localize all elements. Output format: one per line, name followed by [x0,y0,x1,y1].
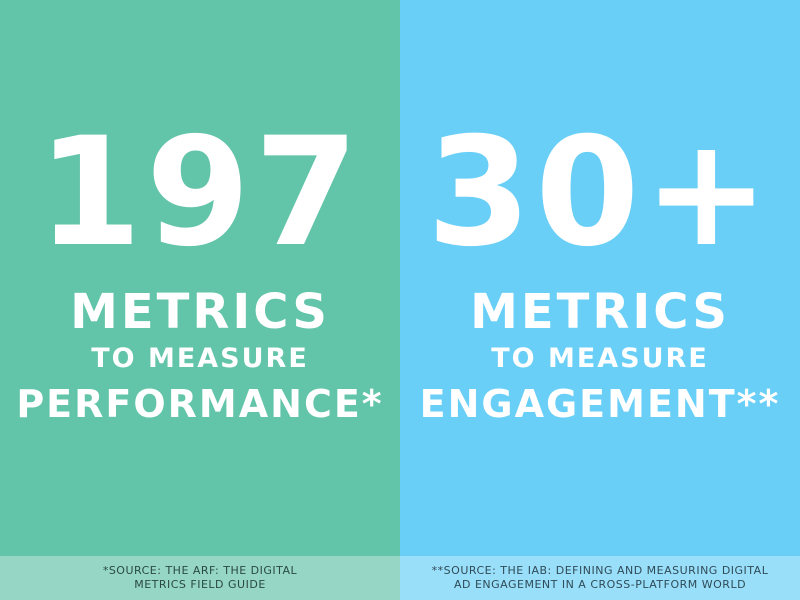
headline: PERFORMANCE* [16,382,384,426]
footnote-line: *SOURCE: THE ARF: THE DIGITAL [102,564,298,577]
footnote-line: **SOURCE: THE IAB: DEFINING AND MEASURIN… [431,564,769,577]
footnote: **SOURCE: THE IAB: DEFINING AND MEASURIN… [400,556,800,600]
big-number: 197 [37,106,363,280]
headline: METRICS [470,284,730,340]
panel: 197 METRICS TO MEASURE PERFORMANCE* *SOU… [0,0,400,600]
footnote-line: AD ENGAGEMENT IN A CROSS-PLATFORM WORLD [453,578,747,591]
footnote-line: METRICS FIELD GUIDE [134,578,266,591]
big-number: 30+ [426,106,774,280]
panel: 30+ METRICS TO MEASURE ENGAGEMENT** **SO… [400,0,800,600]
headline: METRICS [70,284,330,340]
subline: TO MEASURE [491,343,709,374]
headline: ENGAGEMENT** [419,382,781,426]
footnote: *SOURCE: THE ARF: THE DIGITAL METRICS FI… [0,556,400,600]
subline: TO MEASURE [91,343,309,374]
